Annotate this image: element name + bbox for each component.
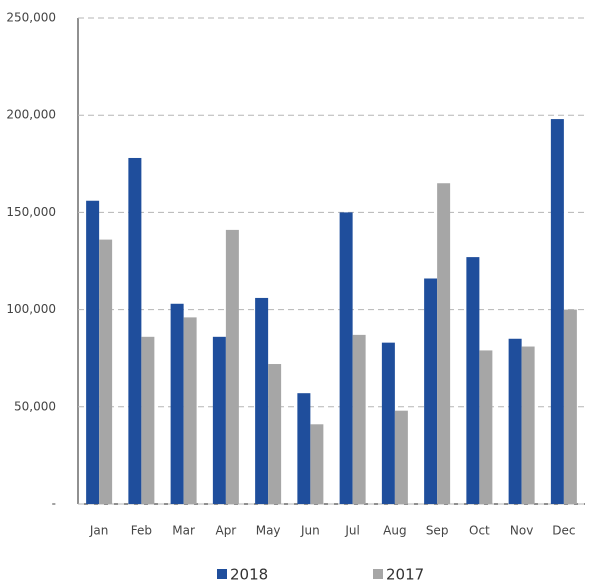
x-tick-label: Feb — [131, 524, 152, 538]
x-tick-label: Mar — [172, 524, 195, 538]
bar — [437, 183, 451, 505]
y-tick-label: - — [52, 497, 56, 511]
bar — [128, 157, 142, 504]
bar — [479, 350, 493, 504]
bar — [212, 336, 226, 504]
legend-swatch — [373, 569, 383, 579]
bar — [339, 212, 353, 504]
x-tick-label: Sep — [426, 524, 449, 538]
bar — [508, 338, 522, 504]
bar — [466, 257, 480, 504]
y-tick-label: 50,000 — [14, 399, 56, 413]
bar — [550, 119, 564, 504]
y-tick-label: 250,000 — [6, 11, 56, 25]
bar — [297, 393, 311, 504]
x-tick-label: Oct — [469, 524, 490, 538]
y-tick-label: 150,000 — [6, 205, 56, 219]
bar — [310, 424, 324, 504]
bar — [141, 336, 155, 504]
x-tick-label: Jul — [344, 524, 359, 538]
bar — [99, 239, 113, 504]
bar — [183, 317, 197, 504]
bar — [268, 364, 282, 504]
x-tick-label: Nov — [510, 524, 533, 538]
bar — [352, 334, 366, 504]
legend-swatch — [217, 569, 227, 579]
bar — [381, 342, 395, 504]
bar — [521, 346, 535, 504]
legend-label: 2018 — [230, 566, 268, 584]
bar — [170, 303, 184, 504]
y-tick-label: 200,000 — [6, 108, 56, 122]
x-tick-label: Aug — [383, 524, 406, 538]
bar — [255, 297, 269, 504]
x-tick-label: Jun — [300, 524, 320, 538]
bar — [563, 309, 577, 504]
x-tick-label: May — [256, 524, 281, 538]
bar — [86, 200, 100, 504]
bar — [225, 229, 239, 504]
bar — [394, 410, 408, 504]
x-tick-label: Apr — [215, 524, 236, 538]
legend-label: 2017 — [386, 566, 424, 584]
x-tick-label: Dec — [552, 524, 575, 538]
bar — [424, 278, 438, 504]
y-tick-label: 100,000 — [6, 302, 56, 316]
x-tick-label: Jan — [89, 524, 109, 538]
